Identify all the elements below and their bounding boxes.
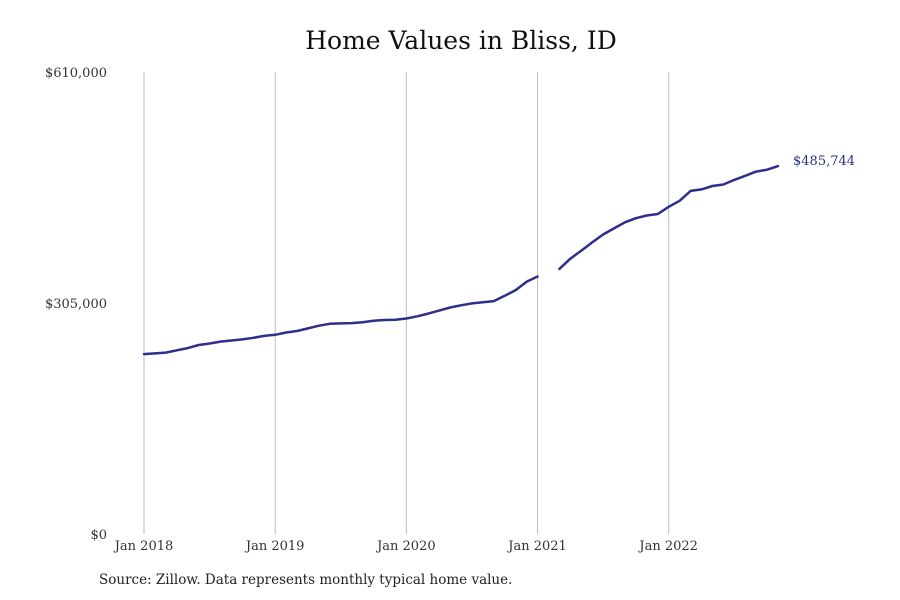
x-tick-label: Jan 2020 xyxy=(375,539,436,554)
y-tick-label: $305,000 xyxy=(45,297,107,312)
end-value-label: $485,744 xyxy=(793,154,855,169)
y-axis-tick-labels: $0 $305,000 $610,000 xyxy=(45,66,107,543)
chart-title: Home Values in Bliss, ID xyxy=(305,26,617,55)
end-labels: $485,744 xyxy=(793,154,855,169)
x-axis-tick-labels: Jan 2018 Jan 2019 Jan 2020 Jan 2021 Jan 2022 xyxy=(113,539,698,554)
y-tick-label: $0 xyxy=(90,528,107,543)
series-line-segment-1 xyxy=(558,164,780,271)
x-tick-label: Jan 2018 xyxy=(113,539,174,554)
series-line-segment-0 xyxy=(142,275,539,356)
x-tick-label: Jan 2022 xyxy=(637,539,698,554)
series-lines xyxy=(142,164,780,356)
gridlines xyxy=(143,72,670,534)
x-tick-label: Jan 2019 xyxy=(244,539,305,554)
source-note: Source: Zillow. Data represents monthly … xyxy=(99,572,513,588)
y-tick-label: $610,000 xyxy=(45,66,107,81)
x-tick-label: Jan 2021 xyxy=(506,539,567,554)
